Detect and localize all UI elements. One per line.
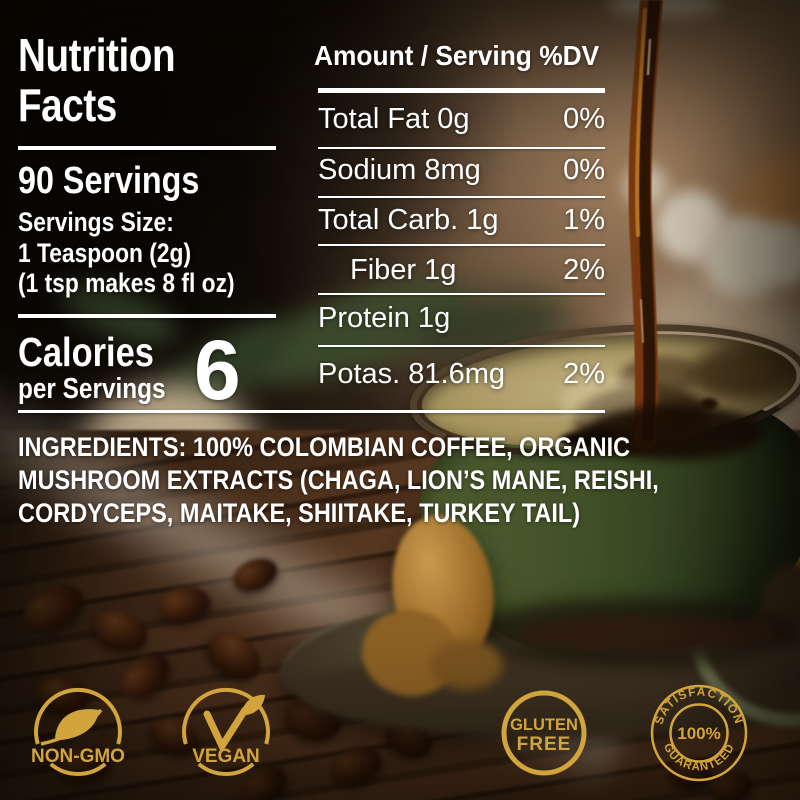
badge-inner-ring xyxy=(669,703,729,763)
pour-splash xyxy=(585,405,765,460)
cup-shadow xyxy=(470,598,800,668)
badge-label-line2: FREE xyxy=(517,734,572,755)
badge-center-text: 100% xyxy=(677,724,720,743)
calories-sub-label: per Servings xyxy=(18,373,166,405)
badge-outer-ring xyxy=(650,684,748,782)
table-row: Total Carb. 1g 1% xyxy=(318,204,605,237)
pour-splash-droplet xyxy=(560,430,620,450)
spout-glint xyxy=(608,0,720,16)
table-header-rule xyxy=(318,88,605,93)
nutrient-name: Total Fat 0g xyxy=(318,103,470,135)
table-row-separator xyxy=(318,196,605,198)
badge-satisfaction: SATISFACTION 100% GUARANTEED xyxy=(647,681,751,790)
vegan-leaf-icon xyxy=(241,694,265,716)
ingredients-block: INGREDIENTS: 100% COLOMBIAN COFFEE, ORGA… xyxy=(18,431,659,530)
badge-label: NON-GMO xyxy=(31,746,125,767)
nutrient-dv: 0% xyxy=(563,103,605,135)
nutrient-name: Protein 1g xyxy=(318,302,451,334)
badge-ring xyxy=(34,687,122,745)
ingredients-line: INGREDIENTS: 100% COLOMBIAN COFFEE, ORGA… xyxy=(18,432,631,462)
table-row: Protein 1g xyxy=(318,302,605,335)
vegan-check-icon xyxy=(203,706,249,754)
table-row-separator xyxy=(318,147,605,149)
badge-non-gmo: NON-GMO xyxy=(3,680,153,795)
title-line2: Facts xyxy=(18,79,117,131)
table-row-separator xyxy=(318,293,605,295)
label-divider xyxy=(18,146,276,150)
nutrient-name: Potas. 81.6mg xyxy=(318,358,505,390)
label-divider xyxy=(18,410,605,413)
nutrition-table: Amount / Serving %DV Total Fat 0g 0% Sod… xyxy=(314,40,605,420)
nutrient-name: Fiber 1g xyxy=(350,254,457,286)
nutrient-dv: 0% xyxy=(563,154,605,186)
ingredients-line: CORDYCEPS, MAITAKE, SHIITAKE, TURKEY TAI… xyxy=(18,498,581,528)
table-row: Fiber 1g 2% xyxy=(318,254,605,287)
nutrient-name: Total Carb. 1g xyxy=(318,204,499,236)
badge-gluten-free: GLUTEN FREE xyxy=(494,683,594,788)
mushroom-white xyxy=(752,222,800,286)
leaf-stem-icon xyxy=(40,708,103,746)
table-header: Amount / Serving %DV xyxy=(314,40,600,71)
calories-value: 6 xyxy=(194,323,241,417)
nutrient-name: Sodium 8mg xyxy=(318,154,481,186)
badge-ring xyxy=(49,762,107,776)
servings-count: 90 Servings xyxy=(18,160,200,202)
title-line1: Nutrition xyxy=(18,29,176,81)
table-row: Total Fat 0g 0% xyxy=(318,103,605,136)
nutrient-dv: 1% xyxy=(563,204,605,236)
badge-label-line1: GLUTEN xyxy=(510,716,578,734)
ingredients-line: MUSHROOM EXTRACTS (CHAGA, LION’S MANE, R… xyxy=(18,465,659,495)
table-row: Potas. 81.6mg 2% xyxy=(318,358,605,391)
label-divider xyxy=(18,314,276,318)
calories-block: Calories per Servings xyxy=(18,331,166,405)
nutrient-dv: 2% xyxy=(563,358,605,390)
serving-size-line1: 1 Teaspoon (2g) xyxy=(18,237,192,268)
nutrition-facts-title: Nutrition Facts xyxy=(18,29,176,131)
badge-arc-text-bottom: GUARANTEED xyxy=(661,742,737,774)
badge-ring xyxy=(182,687,270,745)
calories-label: Calories xyxy=(18,329,154,375)
serving-size-line2: (1 tsp makes 8 fl oz) xyxy=(18,268,235,298)
nutrient-dv: 2% xyxy=(563,254,605,286)
badge-label: VEGAN xyxy=(192,746,260,767)
badge-ring xyxy=(501,690,587,776)
table-row: Sodium 8mg 0% xyxy=(318,154,605,187)
badge-ring xyxy=(197,762,255,776)
table-row-separator xyxy=(318,345,605,347)
serving-size-block: Servings Size: 1 Teaspoon (2g) (1 tsp ma… xyxy=(18,207,235,299)
dried-mushroom xyxy=(430,640,502,690)
table-row-separator xyxy=(318,244,605,246)
badge-vegan: VEGAN xyxy=(151,680,301,795)
serving-size-heading: Servings Size: xyxy=(18,207,174,237)
leaf-icon xyxy=(55,709,99,740)
pour-splash-droplet xyxy=(700,398,718,410)
